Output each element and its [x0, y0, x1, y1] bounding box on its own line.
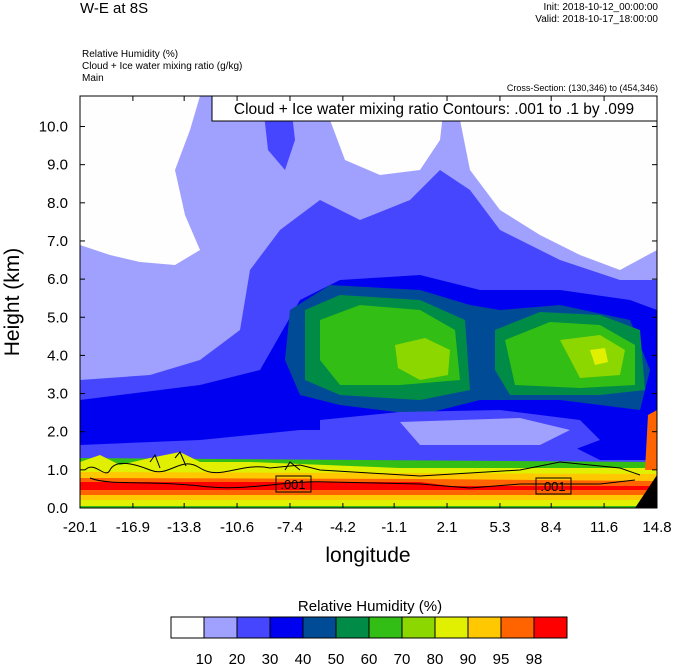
colorbar-level-label: 80	[427, 651, 444, 667]
colorbar-swatch	[236, 616, 271, 639]
x-tick-label: 14.8	[642, 519, 671, 536]
colorbar-swatch	[467, 616, 502, 639]
y-tick-label: 10.0	[39, 119, 68, 136]
y-tick-label: 2.0	[47, 424, 68, 441]
y-tick-label: 4.0	[47, 347, 68, 364]
colorbar-level-label: 70	[394, 651, 411, 667]
colorbar-level-label: 30	[262, 651, 279, 667]
y-tick-label: 0.0	[47, 500, 68, 517]
rh-below-20	[80, 96, 200, 265]
rh-field	[80, 96, 657, 508]
x-tick-label: 11.6	[590, 519, 618, 536]
init-time: Init: 2018-10-12_00:00:00	[543, 2, 658, 13]
colorbar-swatch	[533, 616, 568, 639]
x-tick-label: -7.4	[277, 519, 303, 536]
rh-80-90	[395, 338, 450, 380]
x-tick-label: -1.1	[381, 519, 407, 536]
colorbar-swatch	[203, 616, 238, 639]
x-tick-label: 8.4	[541, 519, 562, 536]
field-label-cloud: Cloud + Ice water mixing ratio (g/kg)	[82, 61, 243, 72]
x-tick-label: 2.1	[437, 519, 458, 536]
terrain	[635, 475, 657, 508]
x-tick-label: 5.3	[490, 519, 511, 536]
cloud-contour-lines	[84, 451, 641, 489]
field-label-rh: Relative Humidity (%)	[82, 49, 179, 60]
y-tick-label: 9.0	[47, 157, 68, 174]
valid-time: Valid: 2018-10-17_18:00:00	[535, 14, 658, 25]
colorbar-swatch	[368, 616, 403, 639]
colorbar-swatch	[500, 616, 535, 639]
colorbar-level-label: 10	[196, 651, 213, 667]
x-tick-label: -10.6	[220, 519, 254, 536]
x-axis: -20.1 -16.9 -13.8 -10.6 -7.4 -4.2 -1.1 2.1 5.3 8.…	[63, 96, 672, 536]
colorbar-level-label: 40	[295, 651, 312, 667]
colorbar-swatch	[269, 616, 304, 639]
y-tick-label: 3.0	[47, 386, 68, 403]
y-tick-label: 1.0	[47, 462, 68, 479]
colorbar: 10 20 30 40 50 60 70 80 90 95 98	[170, 616, 568, 667]
colorbar-swatch	[302, 616, 337, 639]
colorbar-level-label: 98	[526, 651, 543, 667]
x-tick-label: -20.1	[63, 519, 97, 536]
colorbar-title: Relative Humidity (%)	[298, 598, 442, 615]
rh-above-98	[645, 410, 657, 470]
colorbar-level-label: 60	[361, 651, 378, 667]
contour-label: .001	[535, 477, 572, 495]
rh-below-20	[460, 120, 657, 270]
x-tick-label: -13.8	[167, 519, 201, 536]
plot-title: W-E at 8S	[80, 0, 149, 17]
x-axis-label: longitude	[325, 544, 410, 567]
colorbar-level-label: 20	[229, 651, 246, 667]
svg-text:.001: .001	[280, 477, 305, 492]
rh-90-95	[590, 348, 608, 365]
svg-text:Cloud + Ice water mixing ratio: Cloud + Ice water mixing ratio Contours:…	[234, 101, 634, 118]
y-tick-label: 8.0	[47, 195, 68, 212]
colorbar-swatch	[401, 616, 436, 639]
rh-20-30	[400, 418, 570, 445]
y-tick-label: 7.0	[47, 233, 68, 250]
field-label-domain: Main	[82, 73, 104, 84]
svg-text:.001: .001	[540, 479, 565, 494]
x-tick-label: -4.2	[330, 519, 356, 536]
contour-label: .001	[275, 475, 312, 493]
colorbar-swatch	[335, 616, 370, 639]
colorbar-level-label: 95	[493, 651, 510, 667]
colorbar-level-label: 50	[328, 651, 345, 667]
y-tick-label: 6.0	[47, 271, 68, 288]
colorbar-swatch	[434, 616, 469, 639]
colorbar-swatch	[170, 616, 205, 639]
x-tick-label: -16.9	[116, 519, 150, 536]
colorbar-level-label: 90	[460, 651, 477, 667]
y-axis-label: Height (km)	[1, 248, 24, 357]
cross-section-label: Cross-Section: (130,346) to (454,346)	[506, 83, 658, 93]
contour-title-box: Cloud + Ice water mixing ratio Contours:…	[211, 95, 658, 122]
y-axis: 0.0 1.0 2.0 3.0 4.0 5.0 6.0 7.0 8.0 9.0 10.0	[39, 119, 657, 517]
y-tick-label: 5.0	[47, 309, 68, 326]
